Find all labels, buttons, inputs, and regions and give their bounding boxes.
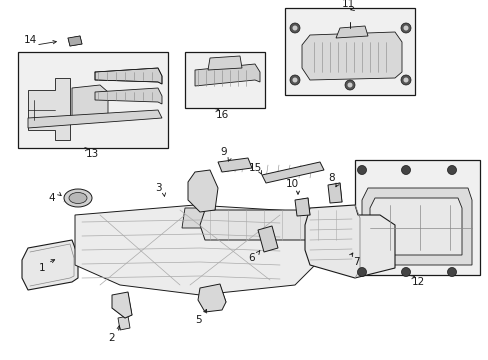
Bar	[184, 52, 264, 108]
Polygon shape	[262, 162, 324, 183]
Text: 11: 11	[341, 0, 354, 9]
Polygon shape	[28, 110, 162, 128]
Text: 3: 3	[154, 183, 161, 193]
Polygon shape	[218, 158, 251, 172]
Bar	[354, 160, 479, 275]
Polygon shape	[302, 32, 401, 80]
Circle shape	[447, 267, 456, 276]
Circle shape	[403, 26, 407, 31]
Polygon shape	[75, 205, 314, 295]
Polygon shape	[335, 26, 367, 38]
Circle shape	[289, 23, 299, 33]
Circle shape	[292, 26, 297, 31]
Bar	[285, 8, 414, 95]
Text: 16: 16	[215, 110, 228, 120]
Circle shape	[357, 166, 366, 175]
Text: 6: 6	[248, 253, 255, 263]
Polygon shape	[187, 170, 218, 212]
Circle shape	[292, 77, 297, 82]
Ellipse shape	[69, 193, 87, 203]
Circle shape	[403, 77, 407, 82]
Text: 8: 8	[328, 173, 335, 183]
Text: 9: 9	[220, 147, 227, 157]
Polygon shape	[68, 36, 82, 46]
Polygon shape	[182, 208, 218, 228]
Polygon shape	[28, 78, 70, 140]
Circle shape	[345, 80, 354, 90]
Text: 10: 10	[285, 179, 298, 189]
Polygon shape	[361, 188, 471, 265]
Polygon shape	[294, 198, 309, 216]
Polygon shape	[200, 210, 359, 240]
Circle shape	[289, 75, 299, 85]
Polygon shape	[207, 56, 242, 70]
Text: 2: 2	[108, 333, 115, 343]
Polygon shape	[95, 68, 162, 84]
Circle shape	[401, 267, 409, 276]
Bar	[18, 52, 168, 148]
Circle shape	[357, 267, 366, 276]
Polygon shape	[198, 284, 225, 312]
Text: 1: 1	[39, 263, 45, 273]
Text: 5: 5	[194, 315, 201, 325]
Polygon shape	[369, 198, 461, 255]
Text: 12: 12	[410, 277, 424, 287]
Text: 4: 4	[49, 193, 55, 203]
Polygon shape	[112, 292, 132, 318]
Polygon shape	[305, 205, 394, 278]
Circle shape	[400, 75, 410, 85]
Polygon shape	[72, 85, 108, 122]
Polygon shape	[195, 64, 260, 86]
Polygon shape	[95, 88, 162, 104]
Text: 7: 7	[352, 257, 359, 267]
Circle shape	[447, 166, 456, 175]
Polygon shape	[118, 316, 130, 330]
Circle shape	[401, 166, 409, 175]
Text: 15: 15	[248, 163, 261, 173]
Circle shape	[347, 82, 352, 87]
Circle shape	[400, 23, 410, 33]
Polygon shape	[327, 183, 341, 203]
Polygon shape	[258, 226, 278, 252]
Text: 13: 13	[85, 149, 99, 159]
Ellipse shape	[64, 189, 92, 207]
Text: 14: 14	[23, 35, 37, 45]
Polygon shape	[22, 240, 78, 290]
